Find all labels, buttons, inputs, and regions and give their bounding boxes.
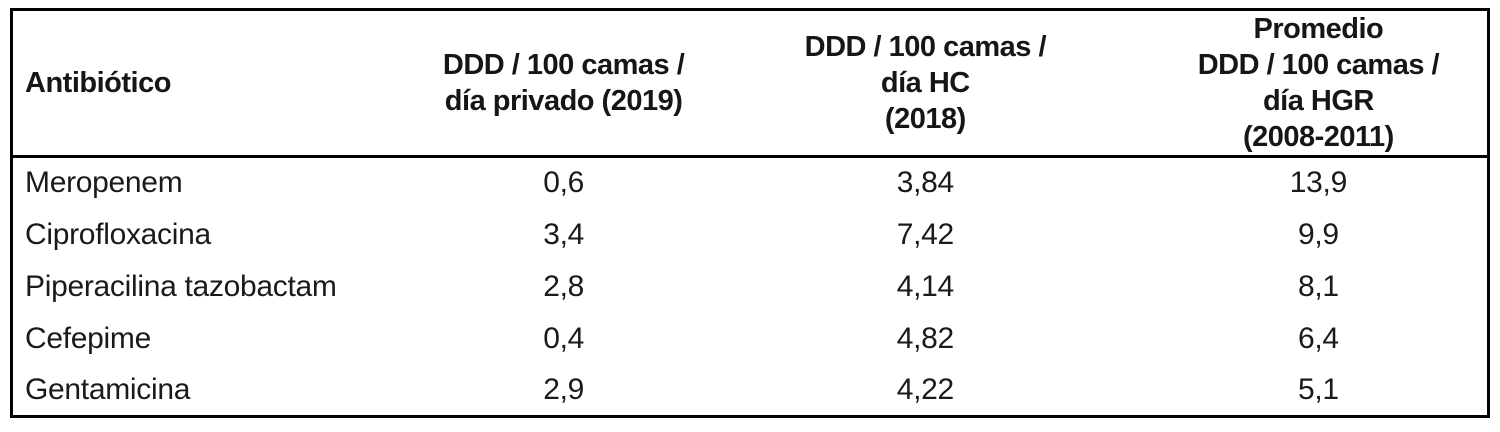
column-header-antibiotic: Antibiótico <box>11 9 427 158</box>
table-row-ciprofloxacina: Ciprofloxacina 3,4 7,42 9,9 <box>12 209 1489 261</box>
table-row-gentamicina: Gentamicina 2,9 4,22 5,1 <box>12 365 1489 417</box>
table-row-meropenem: Meropenem 0,6 3,84 13,9 <box>12 157 1489 209</box>
cell-ddd-hc-2018: 3,84 <box>896 166 955 200</box>
cell-ddd-privado-2019: 3,4 <box>543 217 584 251</box>
table-header-row: Antibiótico DDD / 100 camas / día privad… <box>11 9 1489 158</box>
cell-antibiotic-name: Ciprofloxacina <box>25 217 211 251</box>
cell-antibiotic-name: Gentamicina <box>25 372 191 406</box>
column-header-promedio-ddd-hgr-2008-2011: Promedio DDD / 100 camas / día HGR (2008… <box>1149 9 1489 158</box>
cell-ddd-privado-2019: 0,4 <box>543 321 584 355</box>
cell-ddd-hc-2018: 4,22 <box>896 372 955 406</box>
cell-promedio-ddd-hgr: 5,1 <box>1297 372 1339 406</box>
cell-antibiotic-name: Cefepime <box>25 321 151 355</box>
cell-promedio-ddd-hgr: 6,4 <box>1297 321 1339 355</box>
table-row-cefepime: Cefepime 0,4 4,82 6,4 <box>12 313 1489 365</box>
cell-ddd-hc-2018: 4,82 <box>896 321 955 355</box>
cell-promedio-ddd-hgr: 13,9 <box>1289 166 1348 200</box>
table-row-piperacilina-tazobactam: Piperacilina tazobactam 2,8 4,14 8,1 <box>12 261 1489 313</box>
cell-promedio-ddd-hgr: 9,9 <box>1297 217 1339 251</box>
cell-ddd-privado-2019: 2,8 <box>543 269 584 303</box>
antibiotics-ddd-table-container: Antibiótico DDD / 100 camas / día privad… <box>10 8 1490 418</box>
antibiotics-ddd-table: Antibiótico DDD / 100 camas / día privad… <box>10 8 1490 418</box>
table-body: Meropenem 0,6 3,84 13,9 Ciprofloxacina 3… <box>12 157 1489 417</box>
cell-ddd-privado-2019: 2,9 <box>543 372 584 406</box>
cell-promedio-ddd-hgr: 8,1 <box>1297 269 1339 303</box>
cell-ddd-hc-2018: 7,42 <box>896 217 955 251</box>
cell-ddd-privado-2019: 0,6 <box>543 166 584 200</box>
cell-ddd-hc-2018: 4,14 <box>896 269 955 303</box>
cell-antibiotic-name: Meropenem <box>25 166 183 200</box>
column-header-ddd-hc-2018: DDD / 100 camas / día HC (2018) <box>700 9 1150 158</box>
column-header-ddd-privado-2019: DDD / 100 camas / día privado (2019) <box>426 9 701 158</box>
cell-antibiotic-name: Piperacilina tazobactam <box>25 269 337 303</box>
